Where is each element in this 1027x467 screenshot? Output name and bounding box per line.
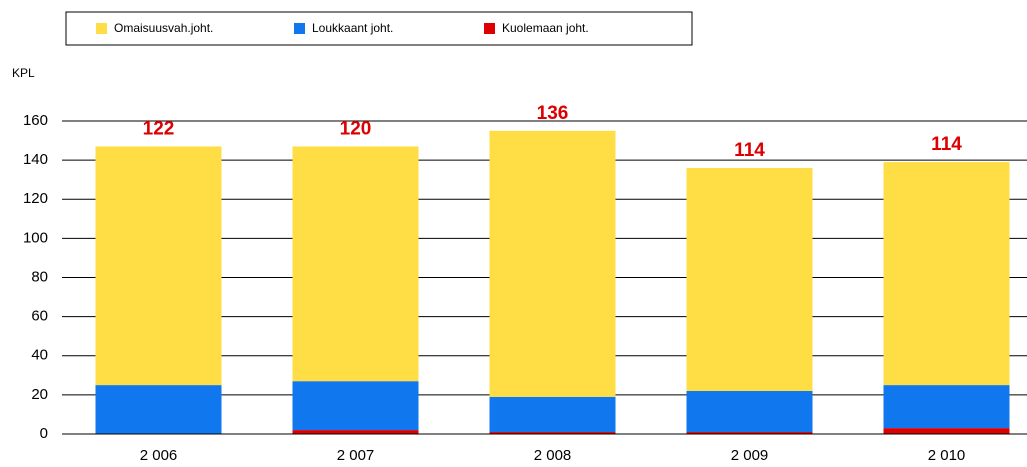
y-tick-label: 0 (40, 425, 48, 442)
bar-segment (489, 432, 616, 434)
x-tick-label: 2 009 (731, 447, 769, 464)
bar-segment (95, 146, 222, 386)
value-label: 114 (931, 134, 962, 155)
y-tick-label: 20 (31, 386, 48, 403)
x-tick-label: 2 006 (140, 447, 178, 464)
bar-segment (883, 162, 1010, 386)
y-tick-label: 120 (23, 190, 48, 207)
x-tick-label: 2 007 (337, 447, 375, 464)
bar-segment (489, 130, 616, 397)
bar-segment (883, 385, 1010, 429)
y-tick-label: 160 (23, 112, 48, 129)
bar-segment (686, 432, 813, 434)
legend-box (65, 11, 693, 46)
value-label: 136 (537, 103, 569, 124)
bar-segment (686, 390, 813, 433)
y-tick-label: 60 (31, 308, 48, 325)
bar-segment (292, 430, 419, 434)
x-tick-label: 2 010 (928, 447, 966, 464)
bar-segment (883, 428, 1010, 434)
legend-label: Kuolemaan joht. (502, 21, 589, 35)
bar-segment (489, 396, 616, 433)
legend-swatch (484, 23, 495, 34)
legend-swatch (294, 23, 305, 34)
value-label: 114 (734, 140, 765, 161)
value-label: 122 (143, 118, 175, 139)
y-tick-label: 100 (23, 229, 48, 246)
legend-label: Loukkaant joht. (312, 21, 393, 35)
value-label: 120 (340, 118, 372, 139)
x-tick-label: 2 008 (534, 447, 572, 464)
bar-segment (292, 381, 419, 431)
y-axis-label: KPL (12, 66, 35, 80)
bar-segment (686, 167, 813, 391)
y-tick-label: 140 (23, 151, 48, 168)
bar-segment (95, 385, 222, 434)
legend-swatch (96, 23, 107, 34)
y-tick-label: 40 (31, 347, 48, 364)
bar-segment (292, 146, 419, 382)
legend-label: Omaisuusvah.joht. (114, 21, 213, 35)
y-tick-label: 80 (31, 268, 48, 285)
